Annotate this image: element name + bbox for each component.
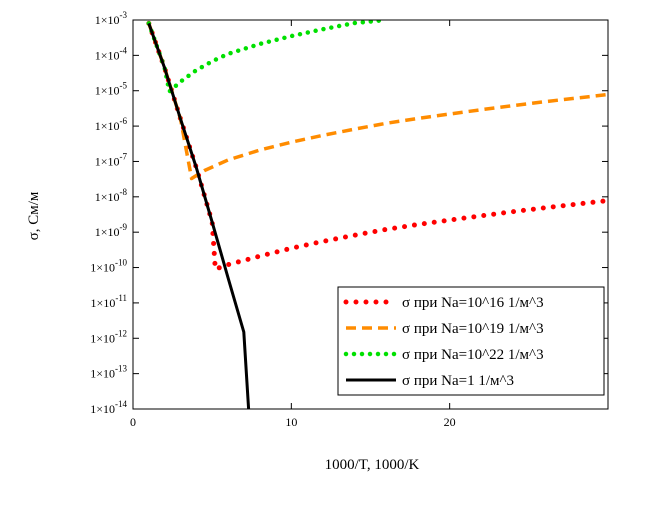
y-tick-label: 1×10-12 [90, 328, 127, 345]
y-tick-label: 1×10-6 [95, 116, 128, 133]
legend-label-2: σ при Na=10^19 1/м^3 [402, 321, 544, 337]
series-line-3 [146, 20, 389, 94]
y-tick-label: 1×10-11 [91, 293, 127, 310]
x-axis-label: 1000/T, 1000/K [325, 457, 420, 473]
legend-box [337, 286, 605, 396]
y-tick-label: 1×10-3 [95, 10, 128, 27]
y-axis-ticks: 1×10-3 1×10-4 1×10-5 1×10-6 1×10-7 1×10-8 1×10… [90, 10, 608, 416]
y-axis-label: σ, См/м [26, 191, 42, 240]
plot-frame [132, 19, 609, 410]
legend: σ при Na=10^16 1/м^3 σ при Na=10^19 1/м^3… [337, 286, 605, 396]
legend-label-3: σ при Na=10^22 1/м^3 [402, 347, 544, 363]
x-axis-ticks: 0 10 20 [130, 20, 456, 429]
legend-label-4: σ при Na=1 1/м^3 [402, 373, 514, 389]
series-line-2 [147, 22, 608, 181]
y-tick-label: 1×10-14 [90, 399, 127, 416]
x-tick-label: 10 [285, 415, 297, 429]
series-group [146, 20, 608, 409]
x-tick-label: 20 [444, 415, 456, 429]
y-tick-label: 1×10-4 [95, 45, 128, 62]
y-tick-label: 1×10-8 [95, 187, 128, 204]
x-tick-label: 0 [130, 415, 136, 429]
y-tick-label: 1×10-9 [95, 222, 128, 239]
y-tick-label: 1×10-10 [90, 258, 127, 275]
y-tick-label: 1×10-7 [95, 151, 128, 168]
series-line-4 [147, 22, 251, 409]
legend-label-1: σ при Na=10^16 1/м^3 [402, 295, 544, 311]
y-tick-label: 1×10-13 [90, 364, 127, 381]
y-tick-label: 1×10-5 [95, 81, 128, 98]
